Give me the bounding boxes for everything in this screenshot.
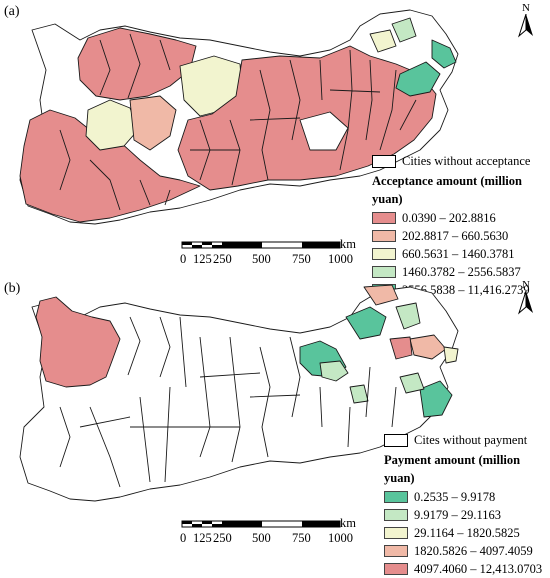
legend-row: 0.0390 – 202.8816 <box>372 209 550 227</box>
region-yellow-west <box>85 99 139 151</box>
region-west-red <box>35 296 121 388</box>
scale-tick: 500 <box>252 531 271 545</box>
legend-row: 9.9179 – 29.1163 <box>384 506 550 524</box>
map-panel-acceptance: (a) N Cities without acceptance Acceptan… <box>0 0 550 297</box>
legend-row: 29.1164 – 1820.5825 <box>384 524 550 542</box>
scale-tick: 0 <box>180 252 187 266</box>
legend-no-data-row: Cites without payment <box>384 431 550 449</box>
scale-tick: 250 <box>213 252 232 266</box>
legend-label: 1460.3782 – 2556.5837 <box>402 265 521 279</box>
region-pink-center <box>129 95 177 151</box>
north-label: N <box>522 2 530 14</box>
north-label: N <box>522 279 530 291</box>
legend-title: Payment amount (million yuan) <box>384 453 521 485</box>
legend-swatch <box>372 266 396 278</box>
legend-swatch <box>372 230 396 242</box>
north-arrow-icon <box>517 290 533 315</box>
scale-tick: 0 <box>180 531 187 545</box>
scale-tick: 250 <box>213 531 232 545</box>
legend-swatch-no-data <box>384 433 408 447</box>
scale-tick: 1000 <box>328 531 353 545</box>
legend-label: 1820.5826 – 4097.4059 <box>414 544 533 558</box>
region-white-pocket <box>299 111 349 151</box>
legend-label: 660.5631 – 1460.3781 <box>402 247 515 261</box>
legend-row: 1820.5826 – 4097.4059 <box>384 542 550 560</box>
city-boundaries <box>59 33 417 211</box>
legend-label: 9.9179 – 29.1163 <box>414 508 502 522</box>
legend-no-data-row: Cities without acceptance <box>372 152 550 170</box>
region-yellow-east <box>443 346 459 364</box>
panel-label: (b) <box>4 281 21 296</box>
map-panel-payment: (b) N Cites without payment Payment amou… <box>0 277 550 576</box>
region-red-east <box>389 336 413 360</box>
scale-unit: km <box>340 516 356 530</box>
region-lightgreen-north <box>395 302 421 330</box>
north-arrow: N <box>514 2 538 42</box>
city-boundaries <box>59 316 397 488</box>
scale-bar <box>181 241 341 249</box>
legend-acceptance: Cities without acceptance Acceptance amo… <box>372 152 550 299</box>
region-north-red <box>77 27 197 101</box>
region-lightgreen-center <box>319 360 349 382</box>
legend-label: 0.0390 – 202.8816 <box>402 211 496 225</box>
legend-swatch <box>384 563 408 575</box>
legend-row: 202.8817 – 660.5630 <box>372 227 550 245</box>
region-green-coast <box>395 61 441 97</box>
legend-swatch <box>384 527 408 539</box>
legend-swatch <box>384 509 408 521</box>
legend-label: 0.2535 – 9.9178 <box>414 490 496 504</box>
legend-row: 0.2535 – 9.9178 <box>384 488 550 506</box>
region-pink-north <box>363 284 399 306</box>
legend-row: 1460.3782 – 2556.5837 <box>372 263 550 281</box>
legend-title: Acceptance amount (million yuan) <box>372 174 522 206</box>
region-lightgreen-south-east <box>399 372 425 394</box>
scale-tick: 750 <box>292 531 311 545</box>
scale-tick: 125 <box>193 252 212 266</box>
region-green-north <box>345 306 387 340</box>
legend-label: 202.8817 – 660.5630 <box>402 229 509 243</box>
legend-no-data-label: Cites without payment <box>414 433 528 447</box>
legend-swatch <box>384 545 408 557</box>
region-lightgreen-center-south <box>349 384 369 404</box>
scale-bar <box>181 520 341 528</box>
north-arrow-icon <box>517 13 533 38</box>
scale-unit: km <box>340 237 356 251</box>
choropleth-map-acceptance <box>19 9 459 225</box>
region-green-north <box>431 39 457 69</box>
legend-payment: Cites without payment Payment amount (mi… <box>384 431 550 578</box>
legend-label: 4097.4060 – 12,413.0703 <box>414 562 543 576</box>
region-pink-east <box>409 334 447 360</box>
scale-tick: 1000 <box>328 252 353 266</box>
legend-swatch <box>372 212 396 224</box>
choropleth-map-payment <box>19 284 459 502</box>
legend-row: 4097.4060 – 12,413.0703 <box>384 560 550 578</box>
legend-no-data-label: Cities without acceptance <box>402 154 531 168</box>
region-yellow-north <box>369 29 397 53</box>
legend-swatch <box>372 248 396 260</box>
scale-tick: 500 <box>252 252 271 266</box>
legend-label: 2556.5838 – 11,416.2739 <box>402 283 530 297</box>
legend-swatch <box>384 491 408 503</box>
north-arrow: N <box>514 279 538 319</box>
panel-label: (a) <box>4 4 20 19</box>
scale-tick: 750 <box>292 252 311 266</box>
legend-row: 660.5631 – 1460.3781 <box>372 245 550 263</box>
scale-tick: 125 <box>193 531 212 545</box>
legend-swatch-no-data <box>372 154 396 168</box>
region-green-south-east <box>419 380 453 418</box>
region-lightgreen-north <box>391 17 417 43</box>
legend-label: 29.1164 – 1820.5825 <box>414 526 520 540</box>
